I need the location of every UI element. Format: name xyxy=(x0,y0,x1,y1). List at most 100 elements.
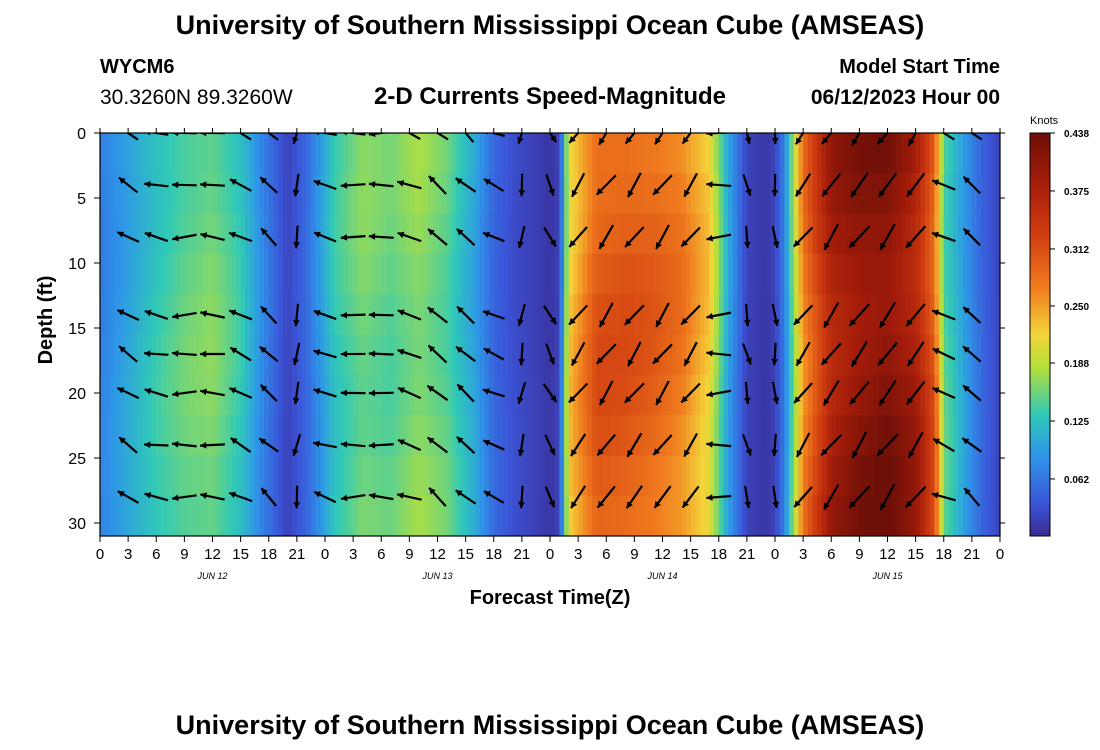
heat-cell xyxy=(746,133,753,174)
heat-cell xyxy=(948,133,954,174)
heat-cell xyxy=(512,455,518,497)
heat-cell xyxy=(662,173,668,215)
heat-cell xyxy=(179,374,185,416)
vector-arrowhead xyxy=(682,500,689,508)
vector-arrowhead xyxy=(571,189,578,197)
heat-cell xyxy=(775,415,781,456)
heat-cell xyxy=(357,455,364,497)
heat-cell xyxy=(582,455,589,497)
heat-cell xyxy=(760,133,767,174)
heat-cell xyxy=(896,495,903,536)
heat-cell xyxy=(985,455,992,497)
heat-cell xyxy=(662,133,668,174)
heat-cell xyxy=(282,415,289,456)
vector-arrowhead xyxy=(548,188,555,196)
heat-cell xyxy=(123,173,129,215)
heat-cell xyxy=(681,374,687,416)
heat-cell xyxy=(925,495,931,536)
heat-cell xyxy=(221,173,228,215)
heat-cell xyxy=(353,173,359,215)
vector-arrowhead xyxy=(260,384,268,392)
heat-cell xyxy=(582,213,589,255)
heat-cell xyxy=(864,495,870,536)
heat-cell xyxy=(142,294,148,336)
heat-cell xyxy=(896,415,903,456)
heat-cell xyxy=(615,374,621,416)
heat-cell xyxy=(348,253,354,295)
heat-cell xyxy=(240,294,246,336)
vector-arrowhead xyxy=(771,137,779,145)
heat-cell xyxy=(639,415,645,456)
vector-arrowhead xyxy=(428,176,436,183)
heat-cell xyxy=(910,253,917,295)
heat-cell xyxy=(878,415,884,456)
vector-arrowhead xyxy=(849,397,857,405)
heat-cell xyxy=(690,374,696,416)
heat-cell xyxy=(892,213,898,255)
vector-arrowhead xyxy=(795,189,803,197)
heat-cell xyxy=(329,173,335,215)
heat-cell xyxy=(770,334,776,376)
heat-cell xyxy=(193,133,200,174)
heat-cell xyxy=(643,253,650,295)
chart-title: University of Southern Mississippi Ocean… xyxy=(175,10,925,40)
vector-arrowhead xyxy=(313,440,320,448)
heat-cell xyxy=(475,253,481,295)
vector-arrowhead xyxy=(340,494,348,502)
heat-cell xyxy=(545,495,551,536)
heat-cell xyxy=(128,455,134,497)
heat-cell xyxy=(873,495,879,536)
heat-cell xyxy=(240,253,246,295)
heat-cell xyxy=(906,133,912,174)
heat-cell xyxy=(892,415,898,456)
heat-cell xyxy=(367,334,373,376)
heat-cell xyxy=(325,455,331,497)
heat-cell xyxy=(821,133,828,174)
heat-cell xyxy=(667,334,673,376)
heat-cell xyxy=(160,213,167,255)
current-vector xyxy=(148,133,169,136)
vector-arrowhead xyxy=(368,389,376,397)
heat-cell xyxy=(910,495,917,536)
heat-cell xyxy=(564,213,570,255)
heat-cell xyxy=(362,213,368,255)
heat-cell xyxy=(512,173,518,215)
vector-arrowhead xyxy=(343,133,347,136)
heat-cell xyxy=(732,173,739,215)
heat-cell xyxy=(479,173,485,215)
heat-cell xyxy=(742,334,748,376)
heat-cell xyxy=(962,374,968,416)
heat-cell xyxy=(221,253,228,295)
heat-cell xyxy=(718,415,725,456)
vector-arrowhead xyxy=(368,350,376,358)
heat-cell xyxy=(559,415,565,456)
heat-cell xyxy=(770,173,776,215)
heat-cell xyxy=(582,133,589,174)
colorbar-tick-label: 0.250 xyxy=(1064,302,1089,313)
heat-cell xyxy=(306,334,312,376)
current-vector xyxy=(464,133,475,143)
heat-cell xyxy=(198,455,204,497)
heat-cell xyxy=(264,294,270,336)
heat-cell xyxy=(789,495,795,536)
x-tick-label: 6 xyxy=(602,546,610,563)
heat-cell xyxy=(775,334,781,376)
vector-arrowhead xyxy=(259,438,267,445)
heat-cell xyxy=(385,495,392,536)
heat-cell xyxy=(423,495,429,536)
heat-cell xyxy=(456,455,462,497)
heat-cell xyxy=(526,133,532,174)
heat-cell xyxy=(625,455,631,497)
heat-cell xyxy=(357,374,364,416)
heat-cell xyxy=(620,374,626,416)
heat-cell xyxy=(629,294,635,336)
heat-cell xyxy=(629,133,635,174)
heat-cell xyxy=(662,415,668,456)
heat-cell xyxy=(943,213,950,255)
heat-cell xyxy=(142,133,148,174)
heat-cell xyxy=(976,253,982,295)
heat-cell xyxy=(629,495,635,536)
heat-cell xyxy=(821,334,828,376)
vector-arrowhead xyxy=(771,449,778,457)
heat-cell xyxy=(568,133,575,174)
